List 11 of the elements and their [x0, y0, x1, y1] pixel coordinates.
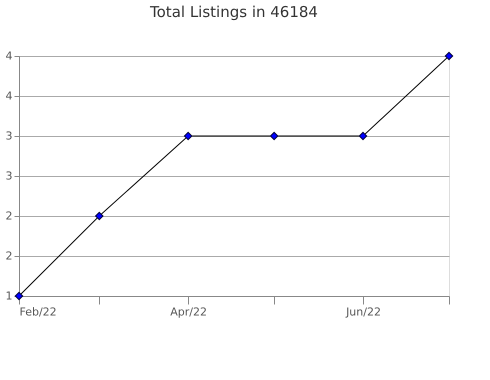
y-tick-label: 4 [6, 50, 12, 62]
y-tick-label: 1 [6, 290, 12, 302]
x-tick-label: Jun/22 [345, 306, 381, 318]
chart-title: Total Listings in 46184 [149, 3, 318, 21]
y-tick-label: 3 [6, 130, 12, 142]
x-tick-label: Feb/22 [20, 306, 57, 318]
y-tick-label: 3 [6, 170, 12, 182]
y-tick-label: 2 [6, 250, 12, 262]
y-tick-label: 2 [6, 210, 12, 222]
x-tick-label: Apr/22 [170, 306, 207, 318]
y-tick-label: 4 [6, 90, 12, 102]
